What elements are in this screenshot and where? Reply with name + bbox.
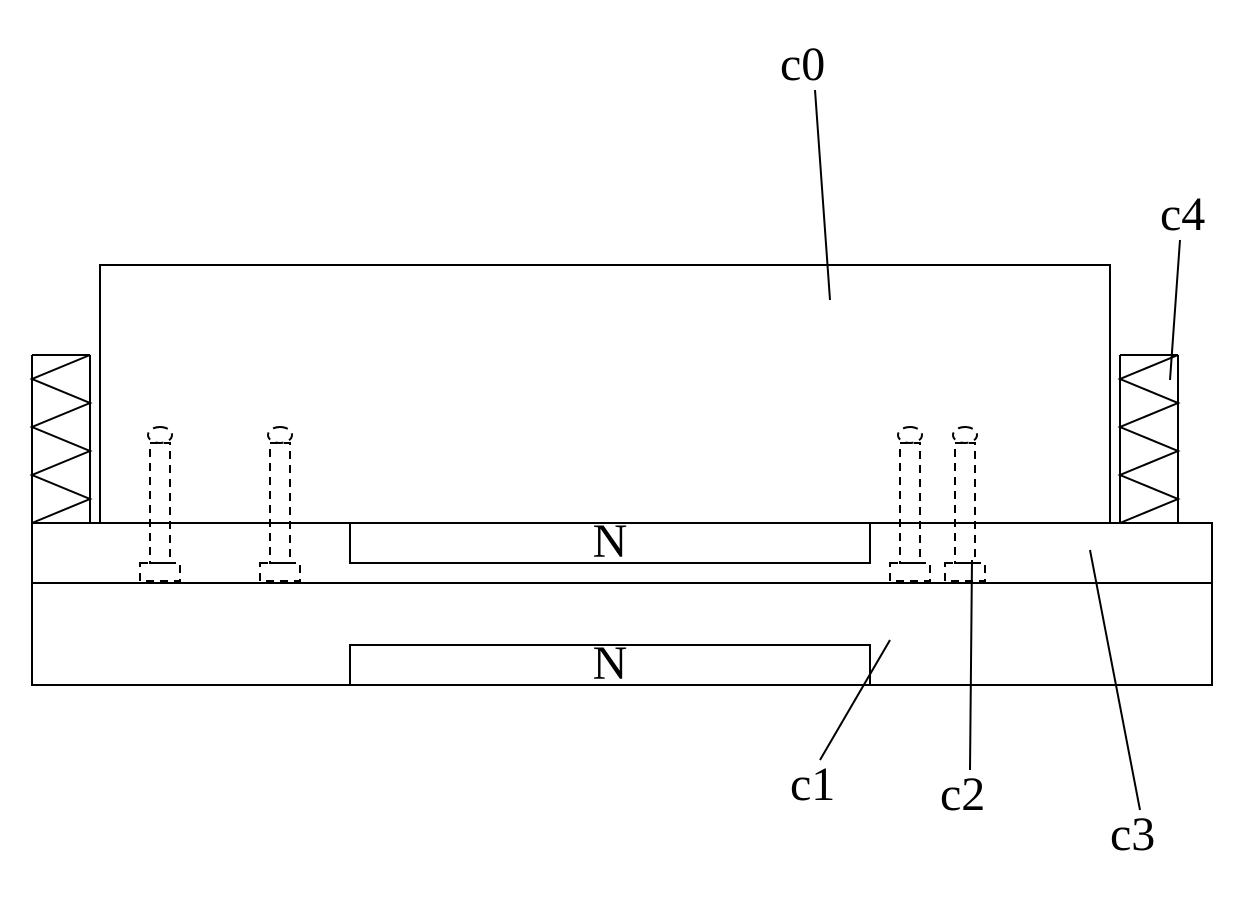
leader-c1 xyxy=(820,640,890,760)
bolt-0-cap xyxy=(148,427,172,443)
label-c0: c0 xyxy=(780,38,825,91)
bolt-1-head xyxy=(260,563,300,581)
top-block xyxy=(100,265,1110,523)
spring-left xyxy=(32,355,90,523)
bolt-3-cap xyxy=(953,427,977,443)
bolt-1-cap xyxy=(268,427,292,443)
bolt-2-head xyxy=(890,563,930,581)
leader-c0 xyxy=(815,90,830,300)
label-c1: c1 xyxy=(790,758,835,811)
bolt-0-head xyxy=(140,563,180,581)
label-c2: c2 xyxy=(940,768,985,821)
bolt-1-shaft xyxy=(270,443,290,563)
bolt-2-shaft xyxy=(900,443,920,563)
bolt-3-shaft xyxy=(955,443,975,563)
bolt-3-head xyxy=(945,563,985,581)
label-c4: c4 xyxy=(1160,188,1205,241)
lower-magnet-label: N xyxy=(593,637,628,690)
leader-c3 xyxy=(1090,550,1140,810)
spring-right xyxy=(1120,355,1178,523)
bolt-0-shaft xyxy=(150,443,170,563)
leader-c2 xyxy=(970,560,972,770)
label-c3: c3 xyxy=(1110,808,1155,861)
bolt-2-cap xyxy=(898,427,922,443)
upper-magnet-label: N xyxy=(593,515,628,568)
